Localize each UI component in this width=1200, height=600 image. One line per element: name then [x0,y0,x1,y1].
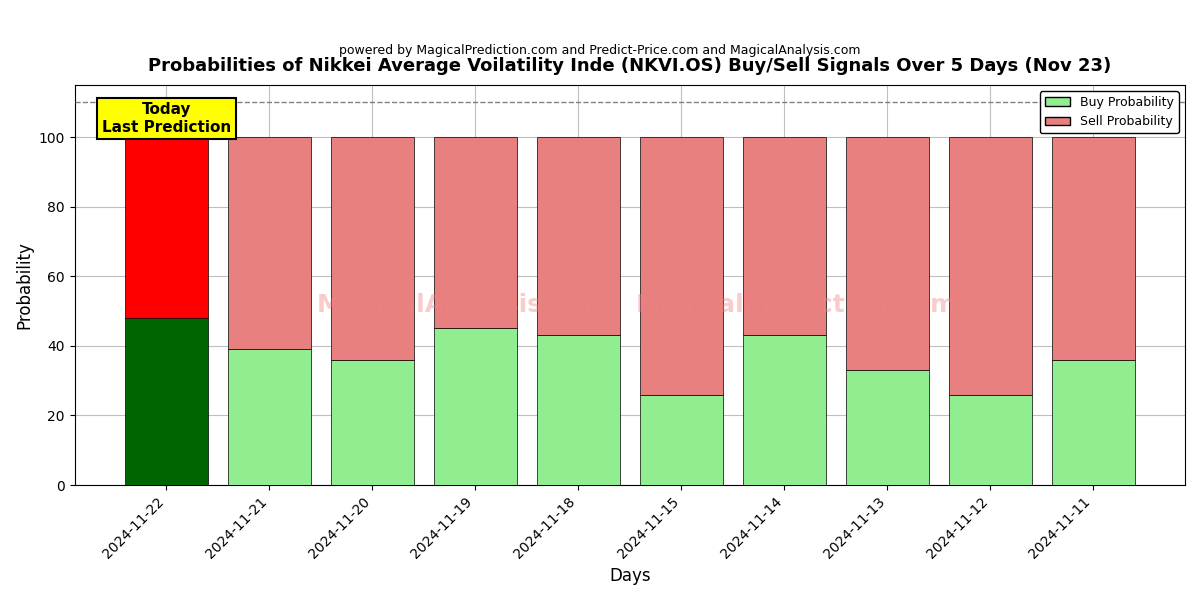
Bar [434,137,516,328]
Bar [846,137,929,370]
Bar [743,137,826,335]
Text: MagicalPrediction.com: MagicalPrediction.com [636,293,958,317]
Text: powered by MagicalPrediction.com and Predict-Price.com and MagicalAnalysis.com: powered by MagicalPrediction.com and Pre… [340,44,860,57]
Bar [538,335,619,485]
Text: MagicalAnalysis.com: MagicalAnalysis.com [317,293,610,317]
Bar [331,137,414,360]
Bar [949,395,1032,485]
Bar [1052,360,1134,485]
X-axis label: Days: Days [610,567,650,585]
Bar [538,137,619,335]
Bar [228,137,311,349]
Bar [125,137,208,318]
Y-axis label: Probability: Probability [16,241,34,329]
Bar [434,328,516,485]
Bar [1052,137,1134,360]
Bar [331,360,414,485]
Bar [846,370,929,485]
Title: Probabilities of Nikkei Average Voilatility Inde (NKVI.OS) Buy/Sell Signals Over: Probabilities of Nikkei Average Voilatil… [149,57,1111,75]
Bar [949,137,1032,395]
Bar [640,395,722,485]
Legend: Buy Probability, Sell Probability: Buy Probability, Sell Probability [1040,91,1178,133]
Bar [228,349,311,485]
Bar [125,318,208,485]
Bar [640,137,722,395]
Bar [743,335,826,485]
Text: Today
Last Prediction: Today Last Prediction [102,102,230,134]
